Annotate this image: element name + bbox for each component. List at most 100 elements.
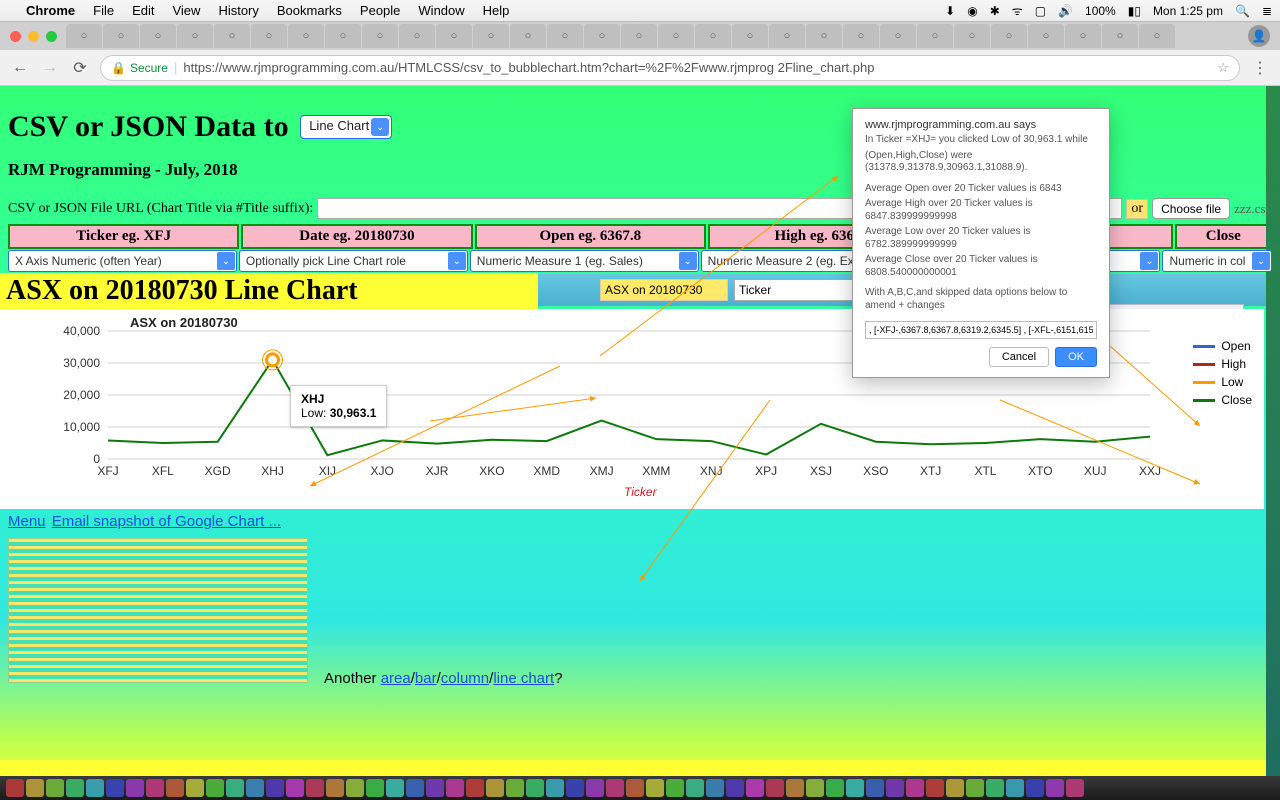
dock-app-icon[interactable] [886, 779, 904, 797]
dock-app-icon[interactable] [446, 779, 464, 797]
dock-app-icon[interactable] [686, 779, 704, 797]
dock-app-icon[interactable] [526, 779, 544, 797]
status-icon[interactable]: ◉ [967, 4, 977, 18]
dock-app-icon[interactable] [126, 779, 144, 797]
dock-app-icon[interactable] [6, 779, 24, 797]
address-bar[interactable]: 🔒 Secure | https://www.rjmprogramming.co… [100, 55, 1240, 81]
browser-tab[interactable]: ○ [584, 24, 620, 48]
dock-app-icon[interactable] [406, 779, 424, 797]
dock-app-icon[interactable] [506, 779, 524, 797]
reload-button[interactable]: ⟳ [70, 58, 90, 78]
dock-app-icon[interactable] [926, 779, 944, 797]
bookmark-star-icon[interactable]: ☆ [1217, 60, 1229, 76]
menu-history[interactable]: History [218, 3, 258, 18]
airplay-icon[interactable]: ▢ [1035, 4, 1046, 18]
dock-app-icon[interactable] [986, 779, 1004, 797]
dock-app-icon[interactable] [146, 779, 164, 797]
dock-app-icon[interactable] [906, 779, 924, 797]
dock-app-icon[interactable] [646, 779, 664, 797]
link-line[interactable]: line chart [493, 670, 554, 687]
dock-app-icon[interactable] [306, 779, 324, 797]
col-select-1[interactable]: Optionally pick Line Chart role⌄ [239, 250, 468, 272]
alert-cancel-button[interactable]: Cancel [989, 347, 1049, 367]
dock-app-icon[interactable] [1046, 779, 1064, 797]
dock-app-icon[interactable] [246, 779, 264, 797]
browser-tab[interactable]: ○ [695, 24, 731, 48]
browser-tab[interactable]: ○ [177, 24, 213, 48]
dock-app-icon[interactable] [46, 779, 64, 797]
alert-prompt-input[interactable] [865, 321, 1097, 339]
dock-app-icon[interactable] [706, 779, 724, 797]
browser-tab[interactable]: ○ [288, 24, 324, 48]
profile-avatar[interactable]: 👤 [1248, 25, 1270, 47]
minimize-window-button[interactable] [28, 31, 39, 42]
chart-type-select[interactable]: Line Chart ⌄ [300, 115, 392, 139]
browser-tab[interactable]: ○ [66, 24, 102, 48]
browser-tab[interactable]: ○ [806, 24, 842, 48]
browser-tab[interactable]: ○ [436, 24, 472, 48]
dock-app-icon[interactable] [766, 779, 784, 797]
close-window-button[interactable] [10, 31, 21, 42]
dock-app-icon[interactable] [1026, 779, 1044, 797]
dock-app-icon[interactable] [386, 779, 404, 797]
dock-app-icon[interactable] [826, 779, 844, 797]
wifi-icon[interactable]: ᯤ [1012, 2, 1023, 19]
dock-app-icon[interactable] [486, 779, 504, 797]
antivirus-icon[interactable]: ✱ [990, 4, 1000, 18]
more-menu-icon[interactable]: ⋮ [1250, 58, 1270, 78]
dock-app-icon[interactable] [466, 779, 484, 797]
menu-bookmarks[interactable]: Bookmarks [277, 3, 342, 18]
menu-edit[interactable]: Edit [132, 3, 154, 18]
dock-app-icon[interactable] [366, 779, 384, 797]
choose-file-button[interactable]: Choose file [1152, 198, 1230, 219]
dock-app-icon[interactable] [626, 779, 644, 797]
dock-app-icon[interactable] [106, 779, 124, 797]
dock-app-icon[interactable] [186, 779, 204, 797]
browser-tab[interactable]: ○ [732, 24, 768, 48]
menu-icon[interactable]: ≣ [1262, 4, 1272, 18]
browser-tab[interactable]: ○ [362, 24, 398, 48]
menu-people[interactable]: People [360, 3, 400, 18]
email-snapshot-link[interactable]: Email snapshot of Google Chart ... [52, 513, 281, 530]
browser-tab[interactable]: ○ [399, 24, 435, 48]
dock-app-icon[interactable] [806, 779, 824, 797]
browser-tab[interactable]: ○ [547, 24, 583, 48]
vertical-scrollbar[interactable] [1266, 86, 1280, 800]
menu-view[interactable]: View [172, 3, 200, 18]
dock-app-icon[interactable] [586, 779, 604, 797]
link-area[interactable]: area [381, 670, 411, 687]
browser-tab[interactable]: ○ [1102, 24, 1138, 48]
dock-app-icon[interactable] [666, 779, 684, 797]
dock-app-icon[interactable] [206, 779, 224, 797]
link-bar[interactable]: bar [415, 670, 437, 687]
browser-tab[interactable]: ○ [658, 24, 694, 48]
col-select-2[interactable]: Numeric Measure 1 (eg. Sales)⌄ [470, 250, 699, 272]
menu-help[interactable]: Help [483, 3, 510, 18]
forward-button[interactable]: → [40, 59, 60, 77]
dock-app-icon[interactable] [286, 779, 304, 797]
menu-window[interactable]: Window [418, 3, 464, 18]
browser-tab[interactable]: ○ [1065, 24, 1101, 48]
dock-app-icon[interactable] [846, 779, 864, 797]
browser-tab[interactable]: ○ [1139, 24, 1175, 48]
dock-app-icon[interactable] [26, 779, 44, 797]
browser-tab[interactable]: ○ [1028, 24, 1064, 48]
browser-tab[interactable]: ○ [917, 24, 953, 48]
browser-tab[interactable]: ○ [954, 24, 990, 48]
spotlight-icon[interactable]: 🔍 [1235, 4, 1250, 18]
maximize-window-button[interactable] [46, 31, 57, 42]
dock-app-icon[interactable] [566, 779, 584, 797]
back-button[interactable]: ← [10, 59, 30, 77]
link-column[interactable]: column [441, 670, 489, 687]
browser-tab[interactable]: ○ [880, 24, 916, 48]
col-select-0[interactable]: X Axis Numeric (often Year)⌄ [8, 250, 237, 272]
dock-app-icon[interactable] [946, 779, 964, 797]
dock-app-icon[interactable] [226, 779, 244, 797]
alert-ok-button[interactable]: OK [1055, 347, 1097, 367]
browser-tab[interactable]: ○ [621, 24, 657, 48]
browser-tab[interactable]: ○ [140, 24, 176, 48]
menu-file[interactable]: File [93, 3, 114, 18]
dock-app-icon[interactable] [326, 779, 344, 797]
dock-app-icon[interactable] [1006, 779, 1024, 797]
dock-app-icon[interactable] [786, 779, 804, 797]
